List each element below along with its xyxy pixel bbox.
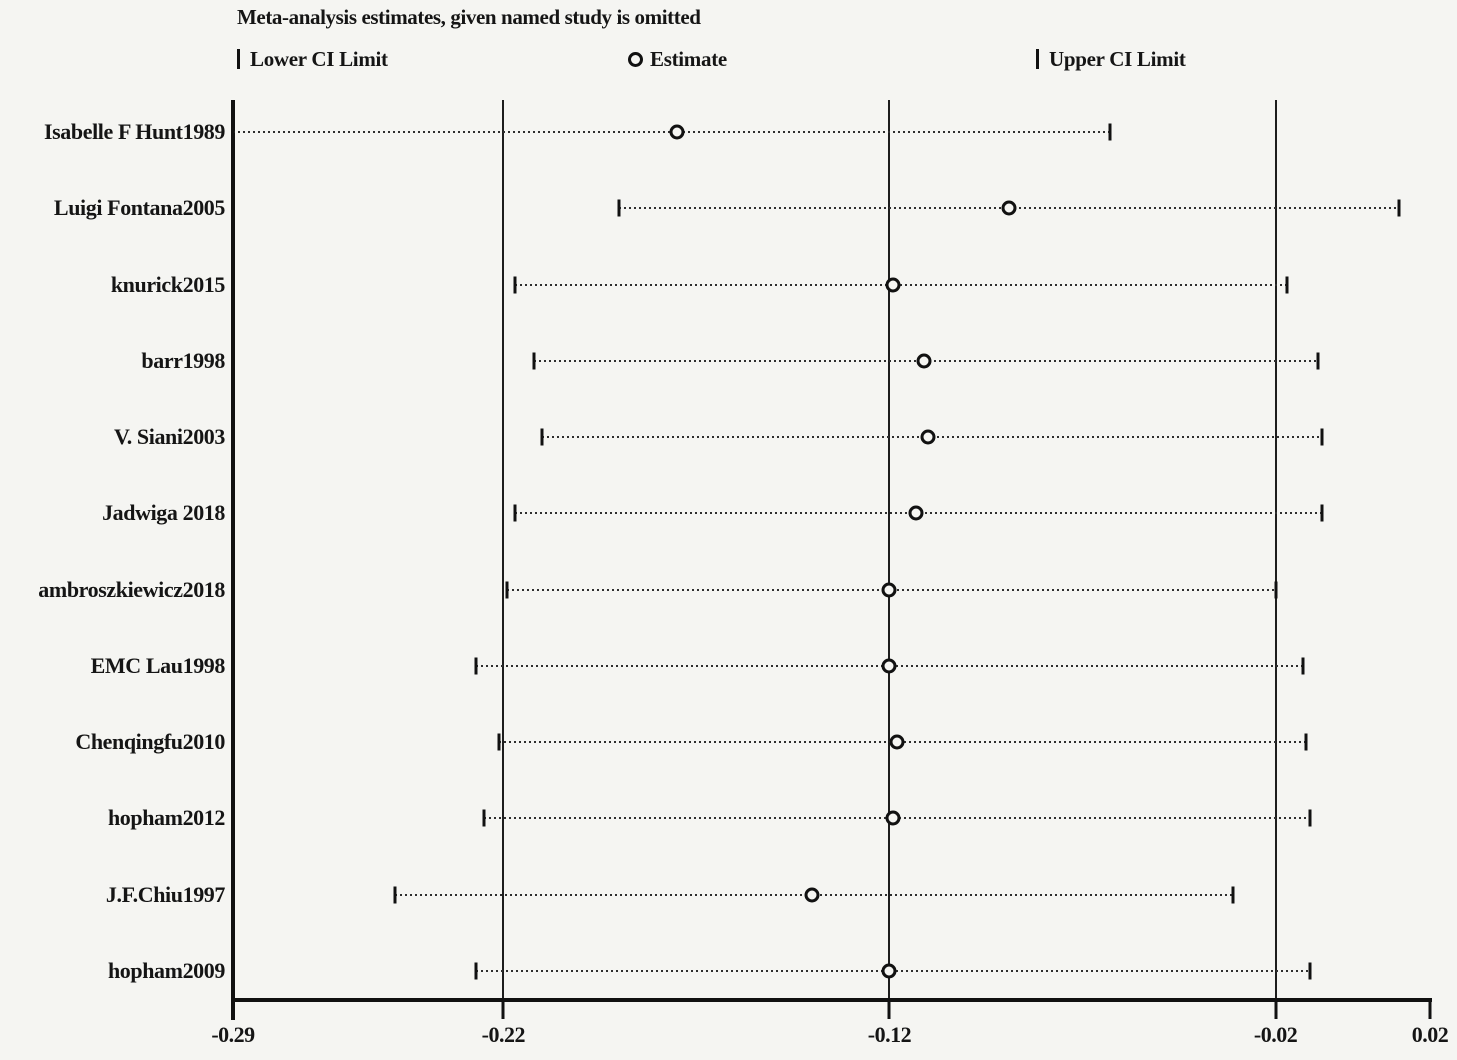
x-axis-line xyxy=(231,998,1432,1002)
estimate-marker xyxy=(885,810,901,826)
estimate-marker xyxy=(885,277,901,293)
lower-ci-tick xyxy=(482,809,486,827)
lower-ci-tick xyxy=(497,733,501,751)
x-axis-tick-label: -0.12 xyxy=(867,1022,912,1047)
upper-ci-tick xyxy=(1397,199,1401,217)
estimate-marker xyxy=(669,124,685,140)
x-axis-tick-label: -0.02 xyxy=(1253,1022,1298,1047)
upper-ci-tick xyxy=(1285,276,1289,294)
x-axis-tick xyxy=(501,1000,505,1019)
legend-upper-ci: Upper CI Limit xyxy=(1036,46,1186,72)
estimate-marker xyxy=(881,963,897,979)
study-label: hopham2012 xyxy=(107,805,225,831)
gridline xyxy=(888,100,891,998)
lower-ci-tick xyxy=(505,581,509,599)
lower-ci-tick xyxy=(393,886,397,904)
upper-ci-tick xyxy=(1231,886,1235,904)
study-label: EMC Lau1998 xyxy=(90,652,226,678)
lower-ci-tick xyxy=(231,123,235,141)
legend-estimate-label: Estimate xyxy=(650,46,727,71)
x-axis-tick-label: -0.29 xyxy=(211,1022,255,1047)
lower-ci-tick xyxy=(474,657,478,675)
study-label: Jadwiga 2018 xyxy=(102,500,225,526)
upper-ci-tick xyxy=(1320,504,1324,522)
y-axis-line xyxy=(231,100,235,1020)
legend-upper-ci-label: Upper CI Limit xyxy=(1049,46,1186,71)
legend-lower-ci-label: Lower CI Limit xyxy=(250,46,388,71)
upper-ci-tick-icon xyxy=(1036,49,1039,69)
estimate-marker xyxy=(1001,200,1017,216)
estimate-marker xyxy=(889,734,905,750)
upper-ci-tick xyxy=(1308,962,1312,980)
ci-line xyxy=(514,283,1288,286)
plot-area: -0.29 -0.22 -0.12 -0.02 0.02 xyxy=(211,100,1449,1047)
upper-ci-tick xyxy=(1108,123,1111,141)
estimate-marker xyxy=(916,353,932,369)
study-label: ambroszkiewicz2018 xyxy=(38,576,225,602)
study-label: Isabelle F Hunt1989 xyxy=(43,119,225,144)
x-axis-tick-label: 0.02 xyxy=(1411,1022,1449,1047)
gridline xyxy=(502,100,505,998)
study-label: Chenqingfu2010 xyxy=(75,729,225,755)
estimate-marker xyxy=(920,429,936,445)
study-label: V. Siani2003 xyxy=(114,424,225,450)
estimate-marker xyxy=(881,658,897,674)
estimate-marker xyxy=(804,887,820,903)
lower-ci-tick xyxy=(474,962,478,980)
study-label: Luigi Fontana2005 xyxy=(53,195,225,221)
legend-lower-ci: Lower CI Limit xyxy=(237,46,388,72)
lower-ci-tick-icon xyxy=(237,49,240,69)
gridline xyxy=(1274,100,1277,998)
lower-ci-tick xyxy=(617,199,621,217)
x-axis-tick-label: -0.22 xyxy=(481,1022,526,1047)
lower-ci-tick xyxy=(540,428,544,446)
legend-estimate: Estimate xyxy=(628,46,727,72)
study-label: knurick2015 xyxy=(110,271,226,297)
upper-ci-tick xyxy=(1301,657,1305,675)
upper-ci-tick xyxy=(1308,809,1312,827)
lower-ci-tick xyxy=(513,504,517,522)
study-label: hopham2009 xyxy=(107,957,225,983)
x-axis-tick xyxy=(887,1000,891,1019)
study-label-column: Isabelle F Hunt1989 Luigi Fontana2005 knur… xyxy=(0,0,228,1060)
x-axis-tick xyxy=(1428,1000,1432,1019)
upper-ci-tick xyxy=(1274,581,1278,599)
chart-title: Meta-analysis estimates, given named stu… xyxy=(237,5,701,29)
lower-ci-tick xyxy=(532,352,536,370)
lower-ci-tick xyxy=(513,276,517,294)
x-axis-tick xyxy=(1274,1000,1278,1019)
upper-ci-tick xyxy=(1316,352,1320,370)
upper-ci-tick xyxy=(1304,733,1308,751)
upper-ci-tick xyxy=(1320,428,1324,446)
estimate-circle-icon xyxy=(628,51,643,67)
estimate-marker xyxy=(908,505,924,521)
study-label: J.F.Chiu1997 xyxy=(105,881,225,907)
x-axis-tick xyxy=(231,1000,235,1019)
estimate-marker xyxy=(881,582,897,598)
study-label: barr1998 xyxy=(141,347,225,373)
